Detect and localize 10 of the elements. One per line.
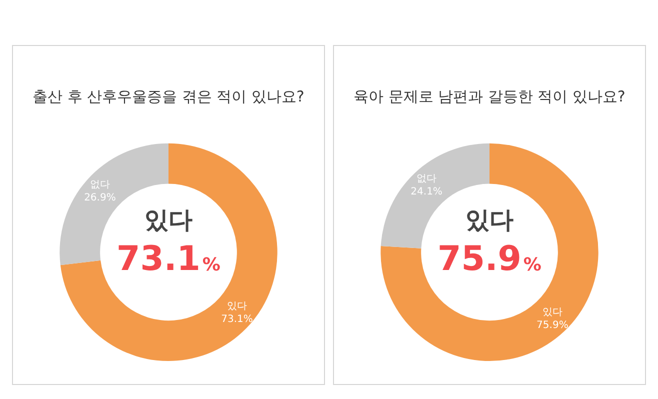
slice-label: 있다	[227, 300, 248, 312]
chart-title: 육아 문제로 남편과 갈등한 적이 있나요?	[354, 88, 626, 106]
text: 있다	[466, 206, 514, 234]
text: 73.1%	[116, 239, 220, 280]
data-label: 73.1%	[221, 314, 253, 325]
chart-title: 출산 후 산후우울증을 겪은 적이 있나요?	[32, 88, 304, 106]
text: 75.9%	[438, 239, 542, 280]
data-label: 75.9%	[536, 320, 568, 331]
slice-label: 있다	[542, 306, 562, 318]
text: 있다	[144, 206, 192, 234]
